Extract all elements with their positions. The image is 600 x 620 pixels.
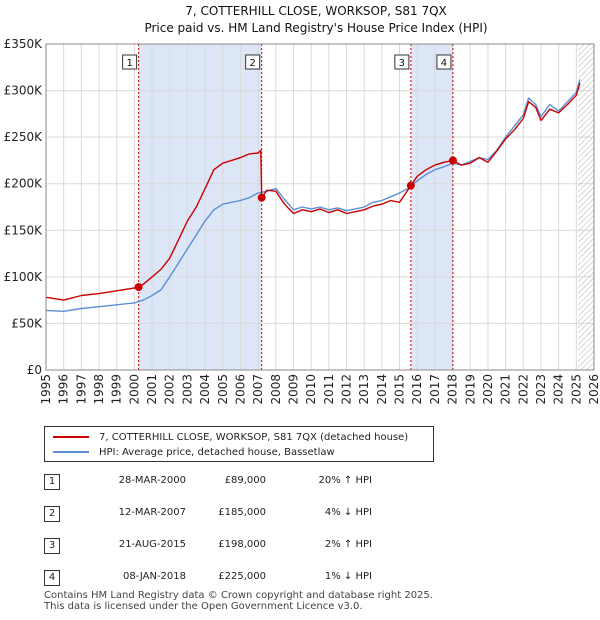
y-tick-label: £150K — [4, 223, 44, 237]
sale-price: £89,000 — [224, 475, 266, 486]
chart-title: 7, COTTERHILL CLOSE, WORKSOP, S81 7QX — [185, 4, 447, 18]
marker-box — [436, 54, 452, 70]
x-tick-label: 2021 — [499, 374, 513, 405]
series-line-hpi — [45, 79, 581, 312]
footer-copyright: Contains HM Land Registry data © Crown c… — [44, 590, 433, 601]
y-tick-label: £250K — [4, 130, 44, 144]
table-row: 1 28-MAR-2000 £89,000 20% ↑ HPI — [44, 474, 404, 490]
legend-swatch-hpi — [53, 451, 89, 453]
x-tick-label: 2001 — [145, 374, 159, 405]
marker-badge: 1 — [44, 474, 60, 490]
y-tick-label: £50K — [11, 316, 43, 330]
x-tick-label: 2013 — [357, 374, 371, 405]
legend-label-property: 7, COTTERHILL CLOSE, WORKSOP, S81 7QX (d… — [99, 431, 409, 443]
x-tick-label: 2023 — [534, 374, 548, 405]
marker-label: 1 — [126, 58, 132, 69]
marker-label: 2 — [249, 58, 255, 69]
legend-item-hpi: HPI: Average price, detached house, Bass… — [53, 445, 335, 459]
table-row: 2 12-MAR-2007 £185,000 4% ↓ HPI — [44, 506, 404, 522]
marker-box — [394, 54, 410, 70]
y-tick-label: £300K — [4, 84, 44, 98]
x-tick-label: 2017 — [428, 374, 442, 405]
y-tick-label: £100K — [4, 270, 44, 284]
hpi-diff: 2% ↑ HPI — [324, 539, 372, 550]
x-tick-label: 2005 — [216, 374, 230, 405]
projection-hatch — [578, 44, 594, 370]
marker-badge: 4 — [44, 570, 60, 586]
x-tick-label: 2025 — [569, 374, 583, 405]
legend: 7, COTTERHILL CLOSE, WORKSOP, S81 7QX (d… — [44, 426, 434, 462]
shaded-period — [410, 44, 453, 370]
table-row: 4 08-JAN-2018 £225,000 1% ↓ HPI — [44, 570, 404, 586]
sale-price: £198,000 — [218, 539, 266, 550]
sale-date: 12-MAR-2007 — [118, 507, 186, 518]
x-tick-label: 1998 — [92, 374, 106, 405]
x-tick-label: 2026 — [587, 374, 600, 405]
series-line-property — [45, 82, 581, 301]
footer: Contains HM Land Registry data © Crown c… — [44, 590, 433, 612]
x-tick-label: 2003 — [180, 374, 194, 405]
sale-date: 28-MAR-2000 — [118, 475, 186, 486]
marker-badge: 2 — [44, 506, 60, 522]
sale-price: £225,000 — [218, 571, 266, 582]
sale-date: 21-AUG-2015 — [118, 539, 186, 550]
x-tick-label: 2011 — [322, 374, 336, 405]
x-tick-label: 2006 — [233, 374, 247, 405]
shaded-period — [138, 44, 262, 370]
hpi-diff: 20% ↑ HPI — [318, 475, 372, 486]
x-tick-label: 2004 — [198, 374, 212, 405]
x-tick-label: 2002 — [163, 374, 177, 405]
x-tick-label: 2014 — [375, 374, 389, 405]
marker-label: 4 — [441, 58, 447, 69]
x-tick-label: 2007 — [251, 374, 265, 405]
x-tick-label: 2000 — [127, 374, 141, 405]
x-tick-label: 1996 — [57, 374, 71, 405]
marker-label: 3 — [399, 58, 405, 69]
x-tick-label: 2009 — [286, 374, 300, 405]
x-tick-label: 1997 — [74, 374, 88, 405]
marker-badge: 3 — [44, 538, 60, 554]
hpi-diff: 1% ↓ HPI — [324, 571, 372, 582]
x-tick-label: 2019 — [463, 374, 477, 405]
legend-label-hpi: HPI: Average price, detached house, Bass… — [99, 446, 335, 458]
y-tick-label: £200K — [4, 177, 44, 191]
sale-price: £185,000 — [218, 507, 266, 518]
y-tick-label: £0 — [27, 363, 42, 377]
sale-date: 08-JAN-2018 — [122, 571, 186, 582]
x-tick-label: 2022 — [516, 374, 530, 405]
x-tick-label: 2024 — [552, 374, 566, 405]
sale-point — [257, 193, 266, 202]
marker-box — [245, 54, 261, 70]
sale-point — [406, 181, 415, 190]
x-tick-label: 2008 — [269, 374, 283, 405]
x-tick-label: 2012 — [340, 374, 354, 405]
price-chart: 7, COTTERHILL CLOSE, WORKSOP, S81 7QX Pr… — [4, 4, 600, 405]
plot-frame — [45, 43, 595, 371]
x-tick-label: 2015 — [393, 374, 407, 405]
chart-subtitle: Price paid vs. HM Land Registry's House … — [144, 21, 487, 35]
sale-point — [448, 156, 457, 165]
marker-box — [122, 54, 138, 70]
x-tick-label: 2010 — [304, 374, 318, 405]
x-tick-label: 1995 — [39, 374, 53, 405]
legend-swatch-property — [53, 436, 89, 438]
y-tick-label: £350K — [4, 37, 44, 51]
sale-point — [134, 283, 143, 292]
x-tick-label: 2020 — [481, 374, 495, 405]
hpi-diff: 4% ↓ HPI — [324, 507, 372, 518]
footer-license: This data is licensed under the Open Gov… — [44, 601, 363, 612]
x-tick-label: 2018 — [446, 374, 460, 405]
x-tick-label: 2016 — [410, 374, 424, 405]
legend-item-property: 7, COTTERHILL CLOSE, WORKSOP, S81 7QX (d… — [53, 430, 408, 444]
x-tick-label: 1999 — [110, 374, 124, 405]
table-row: 3 21-AUG-2015 £198,000 2% ↑ HPI — [44, 538, 404, 554]
